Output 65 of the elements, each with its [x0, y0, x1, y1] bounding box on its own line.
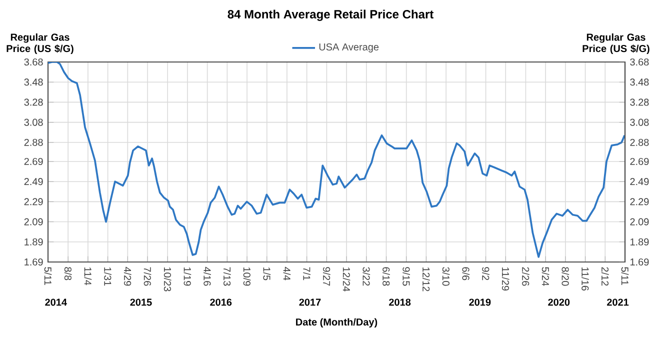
- y-tick-label: 2.09: [24, 218, 43, 226]
- y-tick-label: 3.68: [24, 58, 43, 66]
- x-tick-label: 11/16: [582, 267, 589, 291]
- y2-tick-label: 3.28: [630, 98, 649, 106]
- y-tick-label: 1.89: [24, 238, 43, 246]
- y-tick-label: 3.48: [24, 78, 43, 86]
- y-tick-label: 2.88: [24, 138, 43, 146]
- x-tick-label: 4/4: [283, 266, 291, 280]
- x-tick-label: 9/2: [482, 267, 490, 280]
- y2-tick-label: 1.89: [630, 238, 649, 246]
- y2-tick-label: 1.69: [630, 258, 649, 266]
- y2-tick-label: 3.68: [630, 58, 649, 66]
- y2-tick-label: 2.69: [630, 158, 649, 166]
- y-axis-title: Regular Gas Price (US $/G): [6, 33, 74, 54]
- x-tick-label: 7/13: [223, 267, 231, 286]
- y2-tick-label: 3.08: [630, 118, 649, 126]
- x2-tick-label: 2017: [299, 298, 321, 306]
- x-tick-label: 7/1: [303, 267, 310, 280]
- y2-tick-label: 2.29: [630, 198, 649, 206]
- x-tick-label: 11/4: [84, 267, 92, 286]
- y-tick-label: 3.28: [24, 98, 43, 106]
- y-tick-label: 2.29: [24, 198, 43, 206]
- x-tick-label: 12/24: [342, 267, 350, 292]
- chart-title: 84 Month Average Retail Price Chart: [228, 10, 434, 21]
- x-tick-label: 8/8: [64, 267, 72, 280]
- y-tick-label: 2.49: [24, 178, 43, 186]
- x-axis-title: Date (Month/Day): [296, 318, 378, 328]
- x2-tick-label: 2020: [548, 298, 570, 306]
- x-tick-label: 5/11: [621, 267, 629, 285]
- x2-tick-label: 2018: [389, 298, 411, 306]
- x-tick-label: 3/22: [362, 267, 370, 286]
- y-tick-label: 3.08: [24, 118, 43, 126]
- x-tick-label: 10/9: [243, 267, 251, 286]
- y2-tick-label: 2.09: [630, 218, 649, 226]
- y2-tick-label: 3.48: [630, 78, 649, 86]
- x-tick-label: 4/16: [204, 266, 211, 286]
- x-tick-label: 5/24: [542, 267, 550, 286]
- x-tick-label: 7/26: [144, 267, 152, 286]
- x-tick-label: 1/19: [184, 267, 192, 286]
- y2-tick-label: 2.49: [630, 178, 649, 186]
- x-tick-label: 8/20: [562, 267, 570, 286]
- x-tick-label: 10/23: [164, 267, 172, 292]
- x-tick-label: 2/12: [601, 267, 609, 286]
- y-tick-label: 2.69: [24, 158, 43, 166]
- legend-label: USA Average: [319, 43, 379, 52]
- x-tick-label: 6/18: [382, 267, 390, 286]
- x-tick-label: 1/5: [263, 267, 271, 280]
- x-tick-label: 9/15: [402, 267, 410, 286]
- y2-tick-label: 2.88: [630, 138, 649, 146]
- x2-tick-label: 2015: [130, 298, 152, 306]
- x-tick-label: 12/12: [422, 267, 430, 292]
- x-tick-label: 4/29: [124, 266, 132, 286]
- x2-tick-label: 2021: [607, 298, 629, 306]
- y-tick-label: 1.69: [24, 258, 43, 266]
- x-tick-label: 2/26: [522, 267, 530, 286]
- x-tick-label: 6/6: [462, 267, 470, 280]
- x2-tick-label: 2019: [469, 298, 491, 306]
- x-tick-label: 9/27: [323, 267, 330, 286]
- x-tick-label: 5/11: [44, 267, 52, 285]
- x-tick-label: 11/29: [502, 267, 510, 290]
- x2-tick-label: 2016: [210, 298, 232, 306]
- x2-tick-label: 2014: [45, 298, 67, 306]
- x-tick-label: 3/10: [442, 267, 450, 286]
- y2-axis-title: Regular Gas Price (US $/G): [582, 33, 650, 54]
- x-tick-label: 1/31: [104, 267, 112, 286]
